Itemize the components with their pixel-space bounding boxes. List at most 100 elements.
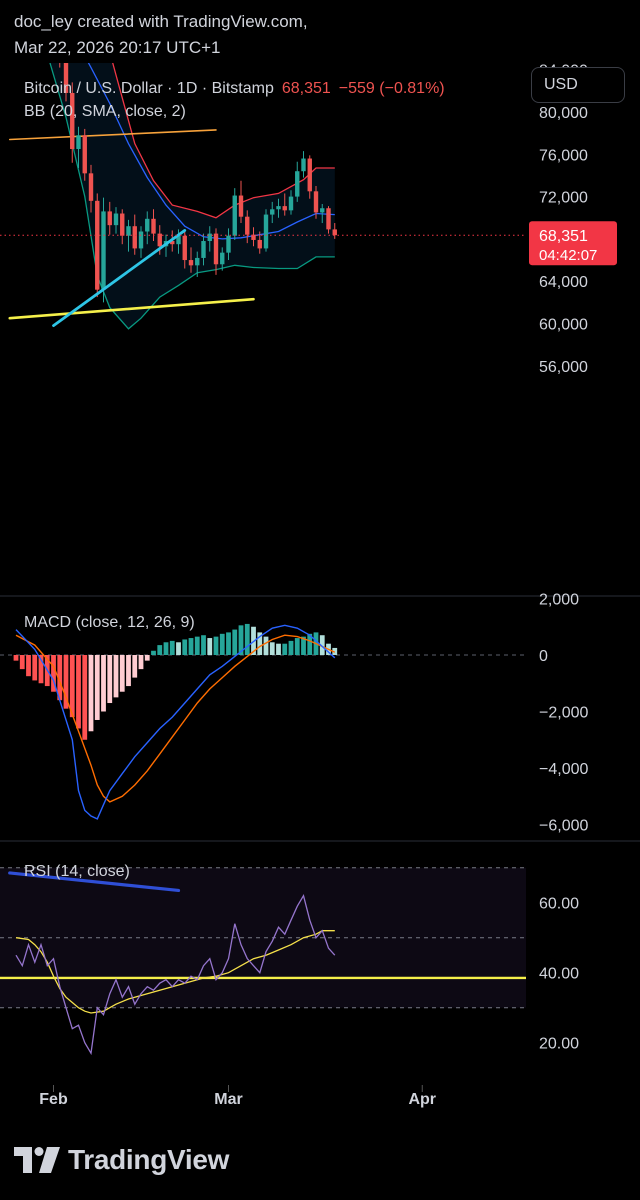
candle bbox=[182, 231, 187, 269]
rsi-indicator-label: RSI (14, close) bbox=[24, 863, 130, 880]
candle bbox=[76, 126, 81, 169]
macd-axis-tick-label: −2,000 bbox=[539, 705, 588, 722]
macd-axis-tick-label: −6,000 bbox=[539, 818, 588, 835]
candle-body bbox=[220, 252, 225, 265]
last-price-label-bg bbox=[529, 221, 617, 266]
macd-histogram-bar bbox=[182, 639, 188, 655]
macd-histogram-bar bbox=[113, 655, 119, 698]
macd-histogram-bar bbox=[126, 655, 131, 687]
macd-axis-tick-label: 0 bbox=[539, 648, 548, 665]
price-axis-tick-label: 76,000 bbox=[539, 147, 588, 164]
candle-body bbox=[320, 208, 325, 213]
macd-histogram-bar bbox=[213, 636, 219, 655]
candle bbox=[301, 151, 306, 178]
macd-histogram-bar bbox=[257, 632, 263, 655]
candle bbox=[201, 233, 206, 266]
rsi-ma-line bbox=[15, 930, 335, 1014]
candle-body bbox=[63, 63, 69, 93]
candle bbox=[263, 209, 269, 252]
candle bbox=[326, 206, 331, 234]
candle-body bbox=[176, 235, 181, 245]
candle-body bbox=[307, 158, 312, 192]
candle-body bbox=[257, 239, 262, 249]
candle-body bbox=[207, 233, 212, 242]
candle-body bbox=[282, 206, 287, 211]
candle-body bbox=[263, 214, 269, 249]
macd-histogram-bar bbox=[157, 645, 163, 655]
macd-indicator-label: MACD (close, 12, 26, 9) bbox=[24, 614, 195, 631]
candle bbox=[195, 251, 200, 277]
candle bbox=[138, 226, 144, 258]
macd-histogram-bar bbox=[132, 655, 138, 678]
bb-upper-band bbox=[112, 63, 335, 219]
candle bbox=[307, 155, 312, 199]
currency-button[interactable]: USD bbox=[531, 67, 625, 103]
candle bbox=[95, 193, 100, 298]
brand-name: TradingView bbox=[68, 1144, 230, 1175]
candle bbox=[188, 247, 194, 273]
macd-histogram-bar bbox=[163, 642, 169, 655]
macd-histogram-bar bbox=[244, 623, 250, 655]
candle bbox=[270, 201, 275, 224]
candle-body bbox=[101, 211, 106, 290]
tradingview-logo: TradingView bbox=[14, 1140, 229, 1180]
bb-basis bbox=[87, 63, 335, 240]
macd-histogram-bar bbox=[151, 650, 156, 655]
price-axis-tick-label: 80,000 bbox=[539, 105, 588, 122]
candle-body bbox=[76, 135, 81, 150]
candle-body bbox=[126, 226, 131, 236]
macd-histogram-bar bbox=[38, 655, 44, 684]
last-price-label: 68,351 04:42:07 bbox=[529, 221, 617, 266]
header-line-2: Mar 22, 2026 20:17 UTC+1 bbox=[14, 38, 221, 57]
macd-axis-tick-label: 2,000 bbox=[539, 592, 579, 609]
macd-histogram-bar bbox=[176, 642, 181, 655]
trendline-cyan-support bbox=[52, 229, 187, 328]
candle-body bbox=[157, 233, 162, 247]
symbol-legend: Bitcoin / U.S. Dollar · 1D · Bitstamp 68,… bbox=[24, 80, 445, 97]
macd-histogram-bar bbox=[201, 635, 206, 655]
candle bbox=[295, 161, 300, 202]
candle bbox=[101, 197, 106, 303]
candle bbox=[220, 247, 225, 271]
candle-body bbox=[276, 206, 281, 210]
macd-histogram-bar bbox=[263, 636, 269, 655]
macd-histogram-bar bbox=[63, 655, 69, 709]
candle bbox=[120, 209, 125, 245]
macd-histogram-bar bbox=[219, 633, 225, 655]
candle-body bbox=[195, 257, 200, 266]
macd-histogram-bar bbox=[288, 640, 294, 655]
candle bbox=[82, 128, 87, 181]
candle bbox=[207, 226, 212, 252]
macd-histogram-bar bbox=[307, 633, 313, 655]
candle bbox=[113, 207, 119, 234]
symbol-title: Bitcoin / U.S. Dollar · 1D · Bitstamp bbox=[24, 80, 274, 97]
macd-histogram-bar bbox=[13, 655, 19, 661]
candle-body bbox=[288, 196, 294, 211]
time-axis-tick-label: Mar bbox=[214, 1091, 242, 1108]
macd-histogram-bar bbox=[119, 655, 125, 692]
macd-histogram-bar bbox=[144, 655, 150, 661]
candle-body bbox=[332, 229, 337, 236]
macd-histogram-bar bbox=[282, 643, 288, 655]
macd-histogram-bar bbox=[26, 655, 31, 677]
candle-body bbox=[82, 135, 87, 174]
macd-histogram-bar bbox=[94, 655, 100, 720]
candle-body bbox=[270, 209, 275, 215]
macd-histogram-bar bbox=[82, 655, 88, 740]
chart-svg[interactable]: 100,00096,00092,00088,00084,00080,00076,… bbox=[0, 63, 640, 1145]
resistance-line-orange bbox=[8, 129, 217, 141]
price-axis-tick-label: 72,000 bbox=[539, 190, 588, 207]
rsi-axis-tick-label: 40.00 bbox=[539, 966, 579, 983]
macd-histogram-bar bbox=[57, 655, 63, 701]
bb-indicator-label: BB (20, SMA, close, 2) bbox=[24, 103, 186, 120]
candle bbox=[320, 204, 325, 224]
candle-body bbox=[326, 208, 331, 230]
chart-frame[interactable]: 100,00096,00092,00088,00084,00080,00076,… bbox=[0, 63, 640, 1145]
candle-body bbox=[213, 233, 219, 265]
candle-body bbox=[245, 216, 250, 235]
candle-body bbox=[107, 211, 112, 226]
candle-body bbox=[151, 218, 156, 234]
candle-body bbox=[226, 235, 231, 253]
candle bbox=[251, 227, 256, 247]
price-axis-tick-label: 60,000 bbox=[539, 317, 588, 334]
